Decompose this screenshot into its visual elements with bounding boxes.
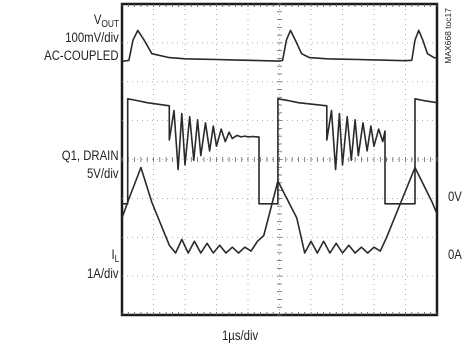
traces: [121, 29, 438, 254]
vout-coupling-label: AC-COUPLED: [44, 48, 119, 63]
il-trace: [121, 166, 438, 254]
il-ground-label: 0A: [448, 247, 462, 262]
drain-trace: [122, 98, 438, 205]
vout-scale-label: 100mV/div: [65, 30, 119, 45]
vout-label: VOUT: [93, 12, 119, 30]
il-label: IL: [111, 247, 119, 265]
drain-label: Q1, DRAIN: [62, 148, 119, 163]
drain-scale-label: 5V/div: [87, 166, 119, 181]
chart-id: MAX668 toc17: [443, 8, 453, 64]
x-axis-label: 1µs/div: [222, 328, 259, 343]
vout-trace: [121, 29, 438, 63]
il-scale-label: 1A/div: [87, 266, 119, 281]
drain-ground-label: 0V: [448, 189, 462, 204]
